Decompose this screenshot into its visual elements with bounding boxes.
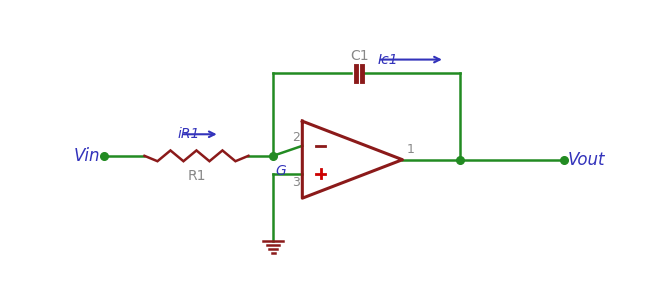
Text: Vout: Vout: [568, 151, 606, 169]
Text: Ic1: Ic1: [378, 53, 398, 67]
Text: iR1: iR1: [177, 127, 200, 141]
Text: Vin: Vin: [74, 147, 101, 165]
Text: R1: R1: [187, 169, 205, 183]
Text: 2: 2: [292, 130, 300, 143]
Text: 1: 1: [406, 143, 414, 156]
Text: C1: C1: [350, 49, 369, 63]
Text: 3: 3: [292, 176, 300, 189]
Text: G: G: [276, 164, 286, 178]
